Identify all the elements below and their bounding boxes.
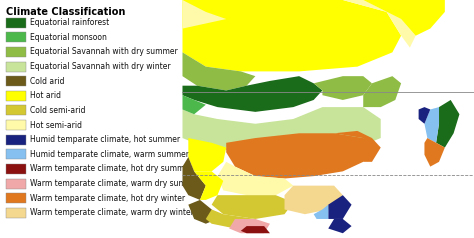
Polygon shape bbox=[182, 0, 226, 29]
Polygon shape bbox=[363, 76, 401, 107]
Bar bbox=[6, 62, 26, 72]
Polygon shape bbox=[182, 107, 381, 155]
Text: Equatorial rainforest: Equatorial rainforest bbox=[30, 18, 109, 27]
Text: Climate Classification: Climate Classification bbox=[6, 7, 125, 17]
Polygon shape bbox=[424, 107, 439, 143]
Bar bbox=[6, 120, 26, 130]
Text: Equatorial Savannah with dry winter: Equatorial Savannah with dry winter bbox=[30, 62, 171, 71]
Bar bbox=[6, 76, 26, 86]
Polygon shape bbox=[424, 138, 445, 167]
Bar bbox=[6, 47, 26, 57]
Polygon shape bbox=[314, 76, 372, 100]
Polygon shape bbox=[328, 195, 352, 219]
Polygon shape bbox=[206, 209, 264, 228]
Polygon shape bbox=[188, 200, 218, 224]
Polygon shape bbox=[188, 138, 226, 171]
Text: Cold semi-arid: Cold semi-arid bbox=[30, 106, 85, 115]
Bar bbox=[6, 164, 26, 174]
Text: Warm temparate climate, hot dry winter: Warm temparate climate, hot dry winter bbox=[30, 194, 185, 203]
Text: Warm temparate climate, warm dry summer: Warm temparate climate, warm dry summer bbox=[30, 179, 201, 188]
Bar bbox=[6, 149, 26, 159]
Text: Warm temparate climate, hot dry summer: Warm temparate climate, hot dry summer bbox=[30, 164, 192, 174]
Bar bbox=[6, 193, 26, 203]
Polygon shape bbox=[182, 0, 401, 71]
Bar bbox=[6, 32, 26, 42]
Bar bbox=[6, 208, 26, 218]
Bar bbox=[6, 105, 26, 115]
Polygon shape bbox=[229, 219, 270, 233]
Polygon shape bbox=[182, 76, 322, 112]
Polygon shape bbox=[226, 133, 372, 178]
Text: Cold arid: Cold arid bbox=[30, 77, 64, 86]
Polygon shape bbox=[211, 195, 293, 219]
Text: Hot arid: Hot arid bbox=[30, 91, 61, 100]
Bar bbox=[6, 91, 26, 101]
Polygon shape bbox=[314, 205, 328, 219]
Bar bbox=[6, 18, 26, 28]
Polygon shape bbox=[363, 0, 445, 36]
Polygon shape bbox=[436, 100, 459, 148]
Text: Warm temperate climate, warm dry winter: Warm temperate climate, warm dry winter bbox=[30, 208, 194, 217]
Text: Hot semi-arid: Hot semi-arid bbox=[30, 121, 82, 129]
Text: Equatorial monsoon: Equatorial monsoon bbox=[30, 33, 107, 42]
Text: Humid temparate climate, hot summer: Humid temparate climate, hot summer bbox=[30, 135, 180, 144]
Polygon shape bbox=[334, 131, 381, 162]
Bar bbox=[6, 178, 26, 188]
Text: Humid temparate climate, warm summer: Humid temparate climate, warm summer bbox=[30, 150, 189, 159]
Polygon shape bbox=[284, 186, 343, 214]
Text: Equatorial Savannah with dry summer: Equatorial Savannah with dry summer bbox=[30, 47, 178, 56]
Polygon shape bbox=[241, 226, 270, 233]
Polygon shape bbox=[328, 219, 352, 233]
Polygon shape bbox=[182, 95, 206, 114]
Polygon shape bbox=[419, 107, 430, 124]
Polygon shape bbox=[194, 171, 223, 200]
Polygon shape bbox=[182, 52, 255, 90]
Bar bbox=[6, 135, 26, 145]
Polygon shape bbox=[182, 157, 206, 200]
Polygon shape bbox=[343, 0, 416, 48]
Polygon shape bbox=[218, 162, 293, 195]
